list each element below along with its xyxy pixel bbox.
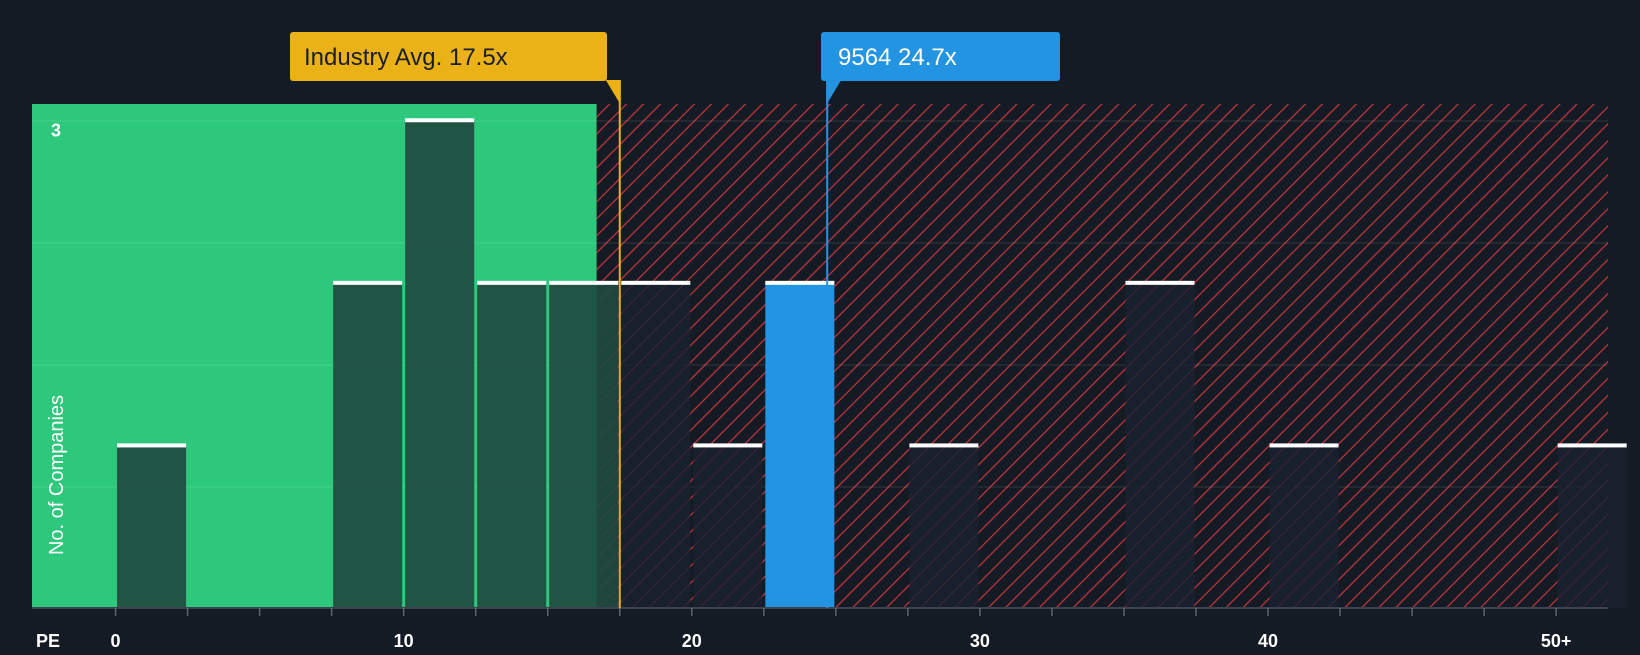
histogram-bar-cap — [477, 280, 547, 285]
overvalued-zone — [596, 104, 1608, 608]
histogram-bar — [1557, 445, 1627, 608]
histogram-bar-cap — [909, 443, 979, 448]
histogram-bar-cap — [333, 280, 403, 285]
y-axis-label: No. of Companies — [46, 395, 68, 555]
y-tick-label: 3 — [51, 120, 61, 140]
histogram-bar — [621, 282, 691, 608]
x-tick-label: 50+ — [1541, 631, 1572, 650]
histogram-bar — [333, 282, 403, 608]
x-axis-label: PE — [36, 631, 60, 650]
x-tick-label: 20 — [682, 631, 702, 650]
histogram-bar-cap — [1269, 443, 1339, 448]
histogram-bar-cap — [549, 280, 619, 285]
industry-avg-pointer — [605, 80, 621, 105]
x-tick-label: 40 — [1258, 631, 1278, 650]
histogram-bar — [909, 445, 979, 608]
histogram-bar — [117, 445, 187, 608]
x-tick-label: 30 — [970, 631, 990, 650]
histogram-bar-cap — [405, 118, 475, 123]
histogram-bar-cap — [1125, 280, 1195, 285]
x-tick-label: 10 — [394, 631, 414, 650]
x-tick-label: 0 — [111, 631, 121, 650]
histogram-bar — [693, 445, 763, 608]
histogram-bar — [477, 282, 547, 608]
industry-avg-label: Industry Avg. 17.5x — [304, 44, 508, 71]
histogram-bar — [1125, 282, 1195, 608]
company-pe-callout — [821, 32, 1060, 81]
histogram-bar — [1269, 445, 1339, 608]
histogram-bar — [765, 282, 835, 608]
histogram-bar-cap — [621, 280, 691, 285]
histogram-bar-cap — [693, 443, 763, 448]
histogram-bar-cap — [765, 280, 835, 285]
histogram-bar-cap — [117, 443, 187, 448]
company-pe-label: 9564 24.7x — [838, 44, 957, 71]
histogram-bar — [549, 282, 619, 608]
industry-avg-callout — [290, 32, 607, 81]
histogram-bar-cap — [1557, 443, 1627, 448]
company-pe-pointer — [826, 80, 842, 105]
histogram-bar — [405, 120, 475, 609]
